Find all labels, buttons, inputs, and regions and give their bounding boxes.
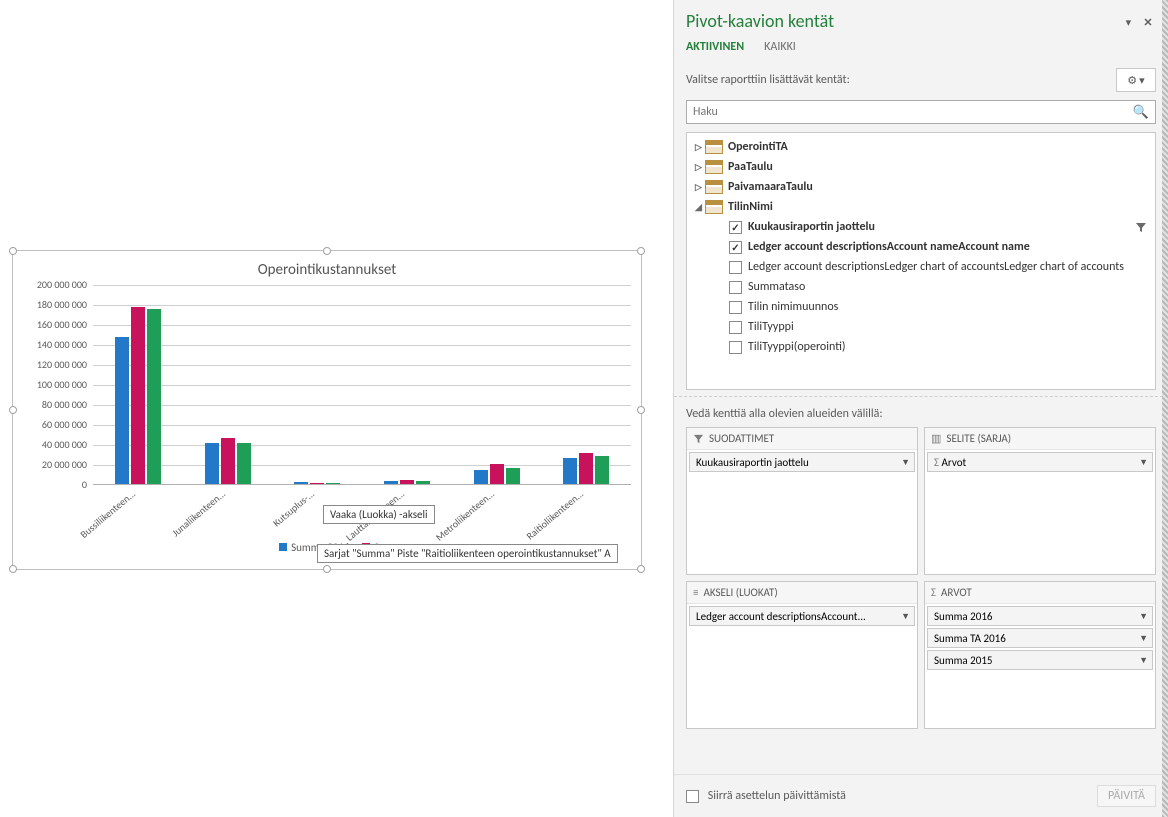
field-ledger-account-name[interactable]: Ledger account descriptionsAccount nameA… <box>687 237 1155 257</box>
tab-active[interactable]: AKTIIVINEN <box>686 40 744 58</box>
resize-handle[interactable] <box>637 406 645 414</box>
chip-legend[interactable]: Σ Arvot▼ <box>927 452 1153 472</box>
worksheet-area: Operointikustannukset 020 000 00040 000 … <box>0 0 673 817</box>
collapse-icon[interactable]: ◢ <box>695 202 705 213</box>
axis-icon: ≡ <box>693 586 698 599</box>
table-icon <box>705 200 723 214</box>
chip-axis[interactable]: Ledger account descriptionsAccount...▼ <box>689 606 915 626</box>
chevron-down-icon[interactable]: ▼ <box>1139 611 1148 622</box>
resize-handle[interactable] <box>637 565 645 573</box>
filter-icon <box>1135 221 1147 233</box>
resize-handle[interactable] <box>9 565 17 573</box>
resize-handle[interactable] <box>9 247 17 255</box>
table-tilinnimi[interactable]: ◢TilinNimi <box>687 197 1155 217</box>
gear-icon: ⚙ <box>1127 74 1137 87</box>
chevron-down-icon[interactable]: ▼ <box>1139 633 1148 644</box>
checkbox[interactable] <box>686 790 699 803</box>
chevron-down-icon[interactable]: ▼ <box>1139 457 1148 468</box>
chevron-down-icon[interactable]: ▼ <box>901 457 910 468</box>
search-box[interactable]: 🔍 <box>686 100 1156 124</box>
series-tooltip: Sarjat "Summa" Piste "Raitioliikenteen o… <box>317 544 618 563</box>
layout-options-button[interactable]: ⚙▾ <box>1116 68 1156 92</box>
checkbox[interactable] <box>729 341 742 354</box>
field-tilin-nimimuunnos[interactable]: Tilin nimimuunnos <box>687 297 1155 317</box>
checkbox[interactable] <box>729 261 742 274</box>
chevron-down-icon[interactable]: ▼ <box>901 611 910 622</box>
sigma-icon: Σ <box>931 586 936 599</box>
field-tilityyppi-operointi[interactable]: TiliTyyppi(operointi) <box>687 337 1155 357</box>
field-ledger-chart[interactable]: Ledger account descriptionsLedger chart … <box>687 257 1155 277</box>
tabs: AKTIIVINEN KAIKKI <box>686 40 1156 58</box>
table-icon <box>705 140 723 154</box>
y-axis[interactable]: 020 000 00040 000 00060 000 00080 000 00… <box>15 285 87 485</box>
window-border <box>1162 0 1168 817</box>
field-summataso[interactable]: Summataso <box>687 277 1155 297</box>
chart-plot[interactable]: 020 000 00040 000 00060 000 00080 000 00… <box>93 285 631 485</box>
checkbox[interactable] <box>729 321 742 334</box>
checkbox[interactable] <box>729 241 742 254</box>
chart-bars[interactable]: Bussiliikenteen...Junaliikenteen...Kutsu… <box>93 285 631 485</box>
resize-handle[interactable] <box>323 565 331 573</box>
field-list[interactable]: ▷OperointiTA ▷PaaTaulu ▷PaivamaaraTaulu … <box>686 132 1156 390</box>
expand-icon[interactable]: ▷ <box>695 142 705 153</box>
field-tilityyppi[interactable]: TiliTyyppi <box>687 317 1155 337</box>
expand-icon[interactable]: ▷ <box>695 162 705 173</box>
table-operointita[interactable]: ▷OperointiTA <box>687 137 1155 157</box>
chip-value[interactable]: Summa 2015▼ <box>927 650 1153 670</box>
chip-value[interactable]: Summa TA 2016▼ <box>927 628 1153 648</box>
search-icon: 🔍 <box>1133 105 1149 120</box>
legend-icon: ▥ <box>931 432 941 445</box>
checkbox[interactable] <box>729 301 742 314</box>
pivot-field-pane: Pivot-kaavion kentät ▾ ✕ AKTIIVINEN KAIK… <box>673 0 1168 817</box>
zone-legend[interactable]: ▥SELITE (SARJA) Σ Arvot▼ <box>924 427 1156 575</box>
chip-value[interactable]: Summa 2016▼ <box>927 606 1153 626</box>
chart-title[interactable]: Operointikustannukset <box>13 251 641 285</box>
pane-title: Pivot-kaavion kentät <box>686 10 834 32</box>
table-paivamaarataulu[interactable]: ▷PaivamaaraTaulu <box>687 177 1155 197</box>
resize-handle[interactable] <box>323 247 331 255</box>
zone-filters[interactable]: SUODATTIMET Kuukausiraportin jaottelu▼ <box>686 427 918 575</box>
tab-all[interactable]: KAIKKI <box>764 40 796 58</box>
chevron-down-icon: ▾ <box>1139 74 1145 87</box>
pane-dropdown-icon[interactable]: ▾ <box>1120 14 1136 30</box>
instruction-text: Valitse raporttiin lisättävät kentät: <box>686 73 850 87</box>
field-kuukausiraportin[interactable]: Kuukausiraportin jaottelu <box>687 217 1155 237</box>
defer-layout-checkbox[interactable]: Siirrä asettelun päivittämistä <box>686 789 846 803</box>
update-button[interactable]: PÄIVITÄ <box>1097 785 1156 807</box>
table-icon <box>705 180 723 194</box>
pivot-chart[interactable]: Operointikustannukset 020 000 00040 000 … <box>12 250 642 570</box>
drag-hint: Vedä kenttiä alla olevien alueiden välil… <box>674 396 1168 427</box>
checkbox[interactable] <box>729 281 742 294</box>
chip-filter[interactable]: Kuukausiraportin jaottelu▼ <box>689 452 915 472</box>
filter-icon <box>693 433 704 444</box>
table-icon <box>705 160 723 174</box>
axis-tooltip: Vaaka (Luokka) -akseli <box>323 505 435 524</box>
zone-axis[interactable]: ≡AKSELI (LUOKAT) Ledger account descript… <box>686 581 918 729</box>
resize-handle[interactable] <box>637 247 645 255</box>
close-icon[interactable]: ✕ <box>1140 14 1156 30</box>
zone-values[interactable]: ΣARVOT Summa 2016▼ Summa TA 2016▼ Summa … <box>924 581 1156 729</box>
expand-icon[interactable]: ▷ <box>695 182 705 193</box>
table-paataulu[interactable]: ▷PaaTaulu <box>687 157 1155 177</box>
search-input[interactable] <box>693 105 1133 119</box>
checkbox[interactable] <box>729 221 742 234</box>
chevron-down-icon[interactable]: ▼ <box>1139 655 1148 666</box>
